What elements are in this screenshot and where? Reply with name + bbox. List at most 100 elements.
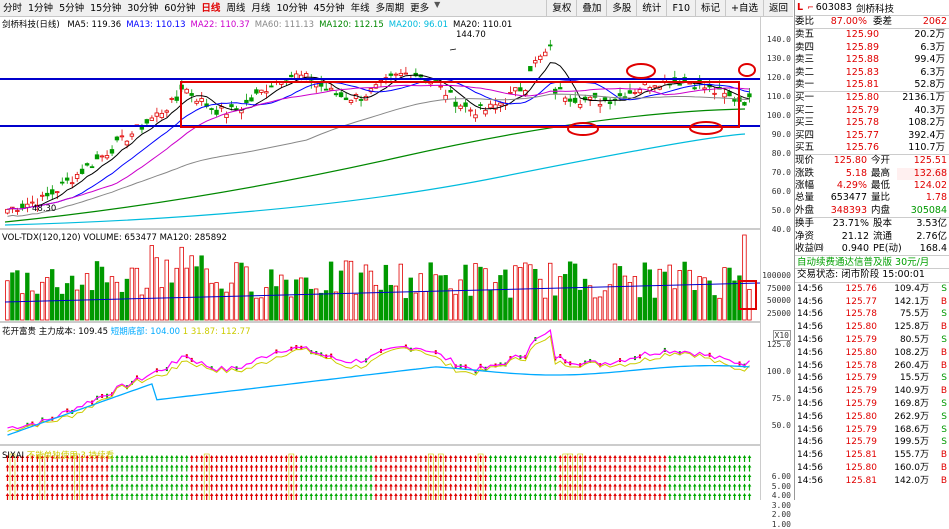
candle-body	[533, 60, 538, 64]
period-tab-2[interactable]: 5分钟	[59, 2, 85, 14]
toolbar-action-6[interactable]: +自选	[725, 0, 763, 17]
signal-arrow	[538, 464, 543, 472]
signal-arrow	[135, 464, 139, 472]
candle-body	[513, 87, 518, 92]
signal-arrow	[359, 483, 363, 491]
signal-arrow	[414, 493, 418, 500]
candle-body	[194, 100, 199, 104]
fund-row: 收益㈣ 0.940 PE(动) 168.4	[795, 243, 949, 255]
signal-arrow	[443, 493, 448, 500]
signal-arrow	[209, 474, 214, 481]
tick-volume: 160.0万	[894, 462, 929, 473]
tick-direction: S	[941, 335, 947, 345]
signal-arrow	[409, 493, 413, 500]
volume-bar	[373, 284, 379, 321]
period-tab-10[interactable]: 45分钟	[313, 2, 345, 14]
toolbar-action-0[interactable]: 复权	[546, 0, 576, 17]
signal-arrow	[259, 483, 264, 491]
price-tick-10: 40.0	[771, 225, 791, 234]
volume-bar	[79, 284, 85, 321]
signal-arrow	[518, 474, 523, 481]
signal-arrow	[284, 483, 289, 491]
signal-arrow	[244, 474, 249, 481]
period-tab-5[interactable]: 60分钟	[164, 2, 196, 14]
signal-arrow	[279, 474, 284, 481]
signal-arrow	[643, 455, 647, 462]
signal-arrow	[384, 474, 388, 481]
period-tab-12[interactable]: 多周期	[375, 2, 405, 14]
signal-arrow	[528, 483, 533, 491]
toolbar-action-5[interactable]: 标记	[695, 0, 725, 17]
signal-arrow	[558, 493, 563, 500]
toolbar-action-4[interactable]: F10	[666, 0, 695, 17]
signal-arrow	[170, 493, 174, 500]
volume-bar	[562, 274, 568, 321]
tick-price: 125.78	[845, 309, 878, 320]
signal-arrow	[279, 483, 284, 491]
signal-arrow	[488, 493, 493, 500]
period-tab-7[interactable]: 周线	[226, 2, 246, 14]
period-tab-0[interactable]: 分时	[3, 2, 23, 14]
toolbar-action-1[interactable]: 叠加	[576, 0, 606, 17]
signal-arrow	[543, 474, 548, 481]
volume-bar	[299, 277, 304, 321]
toolbar-action-7[interactable]: 返回	[762, 0, 793, 17]
stock-header: L ⌐ 603083 剑桥科技	[795, 0, 949, 16]
period-tab-11[interactable]: 年线	[350, 2, 370, 14]
subscription-banner[interactable]: 自动续费通达信普及版 30元/月	[795, 255, 949, 270]
signal-arrow	[229, 474, 234, 481]
signal-arrow	[414, 464, 418, 472]
signal-arrow	[747, 483, 752, 491]
signal-arrow	[648, 455, 652, 462]
signal-arrow	[633, 483, 637, 491]
period-tab-13[interactable]: 更多	[410, 2, 430, 14]
period-tab-3[interactable]: 15分钟	[90, 2, 122, 14]
candle-body	[249, 97, 254, 102]
period-tab-1[interactable]: 1分钟	[28, 2, 54, 14]
signal-arrow	[115, 483, 119, 491]
signal-arrow	[673, 455, 677, 462]
signal-arrow	[214, 464, 219, 472]
signal-arrow	[593, 474, 597, 481]
tick-time: 14:56	[797, 322, 823, 333]
volume-bar	[169, 282, 174, 321]
tick-direction: B	[940, 386, 947, 397]
signal-arrow	[498, 483, 503, 491]
price-tick-6: 80.0	[771, 149, 791, 158]
chart-area[interactable]: 剑桥科技(日线) MA5: 119.36 MA13: 110.13 MA22: 11…	[0, 17, 793, 500]
period-tab-8[interactable]: 月线	[251, 2, 271, 14]
signal-arrow	[658, 493, 662, 500]
signal-arrow	[189, 455, 194, 462]
volume-bar	[318, 292, 324, 321]
signal-arrow	[533, 474, 538, 481]
signal-arrow	[593, 483, 597, 491]
ask-price: 125.83	[845, 66, 879, 78]
tick-direction: B	[940, 475, 947, 486]
signal-arrow	[593, 464, 597, 472]
signal-arrow	[628, 464, 632, 472]
kline-chart-svg[interactable]	[0, 17, 760, 500]
period-tab-4[interactable]: 30分钟	[127, 2, 159, 14]
toolbar-action-3[interactable]: 统计	[636, 0, 666, 17]
toolbar-action-2[interactable]: 多股	[606, 0, 636, 17]
volume-bar	[74, 289, 80, 321]
candle-body	[169, 98, 174, 100]
signal-arrow	[553, 493, 558, 500]
chevron-down-icon[interactable]: ▼	[434, 0, 441, 9]
tick-list[interactable]: 14:56 125.76 109.4万 S 14:56 125.77 142.1万 B 14:5…	[795, 281, 949, 488]
signal-arrow	[598, 474, 602, 481]
ma-legend-0: MA5: 119.36	[67, 20, 122, 30]
signal-arrow	[155, 493, 159, 500]
tick-volume: 80.5万	[899, 335, 929, 345]
signal-arrow	[488, 474, 493, 481]
ask-label: 卖一	[795, 78, 815, 90]
signal-arrow	[389, 455, 393, 462]
stat-value: 653477	[830, 192, 867, 204]
signal-arrow	[628, 455, 632, 462]
period-tab-9[interactable]: 10分钟	[276, 2, 308, 14]
signal-arrow	[364, 483, 368, 491]
signal-arrow	[563, 455, 568, 462]
signal-arrow	[568, 464, 573, 472]
period-tab-6[interactable]: 日线	[201, 2, 221, 14]
signal-arrow	[239, 464, 244, 472]
